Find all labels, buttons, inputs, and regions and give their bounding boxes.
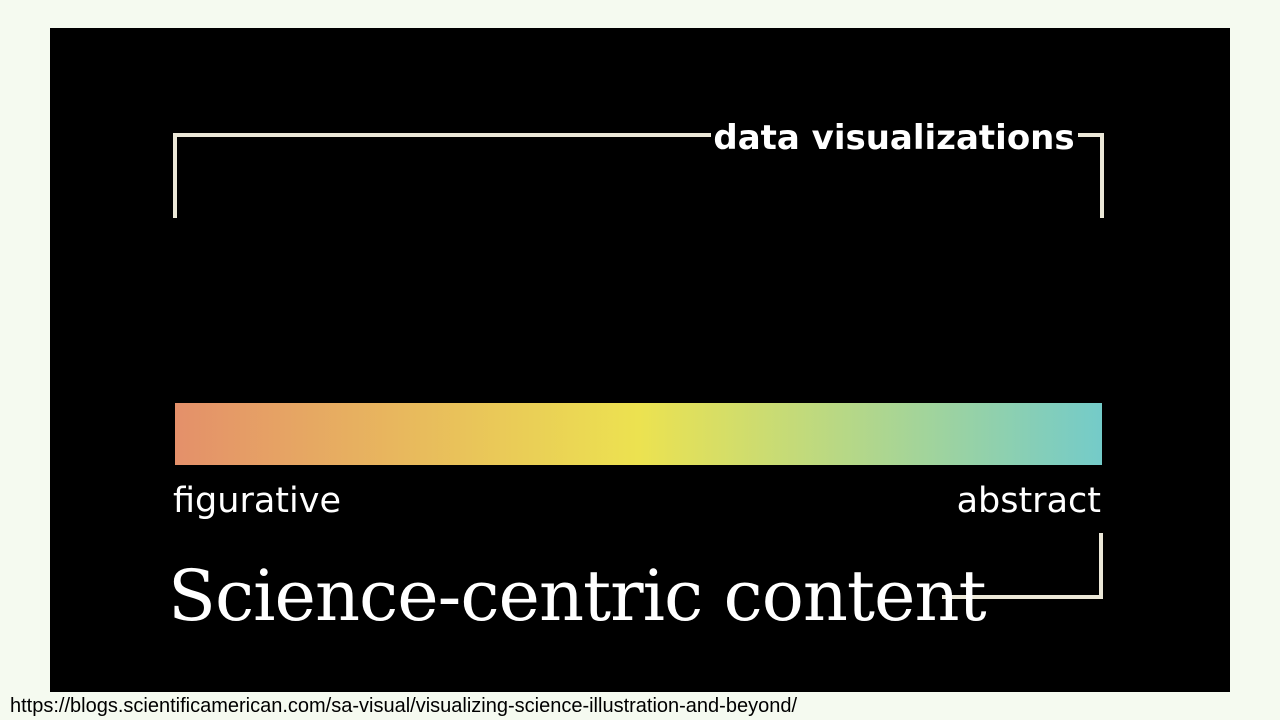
- figurative-label: figurative: [173, 481, 341, 521]
- top-bracket-right-tick: [1078, 133, 1104, 137]
- top-bracket-horizontal-line: [173, 133, 711, 137]
- source-url-text: https://blogs.scientificamerican.com/sa-…: [10, 695, 798, 717]
- top-bracket-left-vertical: [173, 133, 177, 218]
- top-bracket-right-vertical: [1100, 133, 1104, 218]
- bottom-bracket-right-vertical: [1099, 533, 1103, 599]
- abstract-label: abstract: [956, 481, 1101, 521]
- diagram-panel: [50, 28, 1230, 692]
- bottom-bracket-horizontal-line: [942, 595, 1103, 599]
- data-visualizations-label: data visualizations: [713, 118, 1075, 158]
- figurative-abstract-spectrum-bar: [175, 403, 1102, 465]
- science-centric-content-label: Science-centric content: [168, 555, 987, 637]
